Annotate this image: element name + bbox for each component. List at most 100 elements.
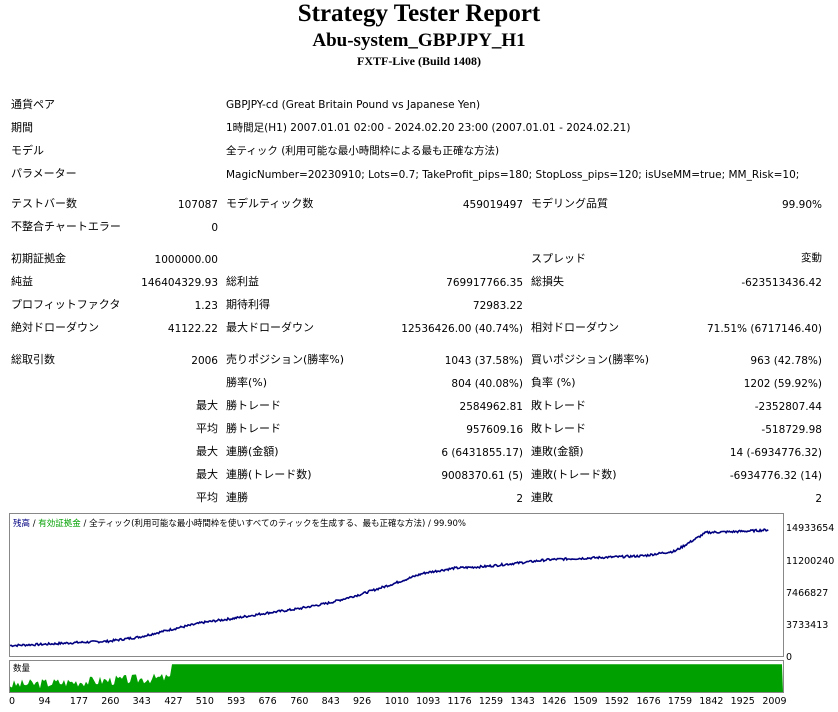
avg-win-label: 勝トレード <box>226 422 281 435</box>
avg-cons-loss-value: 2 <box>815 493 822 505</box>
cons-loss-cnt-label: 連敗(トレード数) <box>531 468 617 481</box>
pf-label: プロフィットファクタ <box>11 298 121 311</box>
avg-cons-loss-label: 連敗 <box>531 491 553 504</box>
average-prefix: 平均 <box>196 422 218 435</box>
reldd-label: 相対ドローダウン <box>531 321 619 334</box>
symbol-label: 通貨ペア <box>11 98 55 111</box>
long-label: 買いポジション(勝率%) <box>531 353 650 366</box>
grossloss-label: 総損失 <box>531 275 564 288</box>
x-tick-label: 510 <box>195 696 214 707</box>
x-tick-label: 94 <box>38 696 51 707</box>
deposit-value: 1000000.00 <box>154 254 218 266</box>
server-name: FXTF-Live (Build 1408) <box>356 54 481 68</box>
expected-value: 72983.22 <box>472 300 523 312</box>
lossrate-value: 1202 (59.92%) <box>743 378 822 390</box>
ticks-label: モデルティック数 <box>226 197 314 210</box>
avg-cons-win-label: 連勝 <box>226 491 248 504</box>
short-label: 売りポジション(勝率%) <box>226 353 345 366</box>
params-value: MagicNumber=20230910; Lots=0.7; TakeProf… <box>226 169 800 181</box>
model-value: 全ティック (利用可能な最小時間枠による最も正確な方法) <box>226 145 500 157</box>
x-tick-label: 1343 <box>510 696 535 707</box>
largest-loss-value: -2352807.44 <box>754 401 822 413</box>
grossprofit-label: 総利益 <box>226 275 259 288</box>
max-cons-cnt-prefix: 最大 <box>196 468 218 481</box>
x-tick-label: 1759 <box>667 696 693 707</box>
x-tick-label: 926 <box>353 696 372 707</box>
avg-win-value: 957609.16 <box>466 424 523 436</box>
symbol-value: GBPJPY-cd (Great Britain Pound vs Japane… <box>226 99 481 111</box>
y-tick-label: 3733413 <box>786 620 829 631</box>
winrate-label: 勝率(%) <box>226 376 268 389</box>
x-tick-label: 1259 <box>478 696 504 707</box>
x-tick-label: 2009 <box>762 696 787 707</box>
mismatch-value: 0 <box>211 222 218 234</box>
x-tick-label: 760 <box>290 696 309 707</box>
y-tick-label: 0 <box>786 652 793 663</box>
legend-model: 全ティック(利用可能な最小時間枠を使いすべてのティックを生成する、最も正確な方法… <box>89 519 426 529</box>
bars-label: テストバー数 <box>11 197 77 210</box>
maxdd-label: 最大ドローダウン <box>226 321 314 334</box>
mismatch-label: 不整合チャートエラー <box>11 220 121 233</box>
volume-chart <box>9 660 784 693</box>
x-tick-label: 343 <box>132 696 151 707</box>
trades-label: 総取引数 <box>11 353 55 366</box>
x-tick-label: 0 <box>9 696 16 707</box>
grossloss-value: -623513436.42 <box>741 277 822 289</box>
expected-label: 期待利得 <box>226 298 270 311</box>
legend-separator: / <box>80 519 90 529</box>
avg-cons-win-value: 2 <box>516 493 523 505</box>
ticks-value: 459019497 <box>462 199 523 211</box>
y-tick-label: 7466827 <box>786 588 829 599</box>
x-tick-label: 260 <box>101 696 120 707</box>
x-tick-label: 676 <box>258 696 277 707</box>
x-tick-label: 1509 <box>573 696 598 707</box>
period-value: 1時間足(H1) 2007.01.01 02:00 - 2024.02.20 2… <box>226 122 631 134</box>
netprofit-value: 146404329.93 <box>141 277 218 289</box>
short-value: 1043 (37.58%) <box>444 355 523 367</box>
x-tick-label: 1010 <box>384 696 409 707</box>
spread-label: スプレッド <box>531 252 586 265</box>
x-tick-label: 1093 <box>416 696 441 707</box>
trades-value: 2006 <box>191 355 218 367</box>
cons-wins-cnt-value: 9008370.61 (5) <box>441 470 523 482</box>
max-cons-amt-prefix: 最大 <box>196 445 218 458</box>
legend-equity: 有効証拠金 <box>38 519 81 529</box>
ea-name: Abu-system_GBPJPY_H1 <box>312 30 526 51</box>
cons-loss-amt-label: 連敗(金額) <box>531 445 584 458</box>
long-value: 963 (42.78%) <box>750 355 822 367</box>
x-tick-label: 1842 <box>699 696 724 707</box>
largest-prefix: 最大 <box>196 399 218 412</box>
largest-win-label: 勝トレード <box>226 399 281 412</box>
y-tick-label: 11200240 <box>786 556 835 567</box>
cons-wins-amt-value: 6 (6431855.17) <box>441 447 523 459</box>
cons-wins-amt-label: 連勝(金額) <box>226 445 279 458</box>
x-tick-label: 1676 <box>636 696 661 707</box>
largest-win-value: 2584962.81 <box>459 401 523 413</box>
absdd-value: 41122.22 <box>167 323 218 335</box>
cons-loss-amt-value: 14 (-6934776.32) <box>729 447 822 459</box>
period-label: 期間 <box>11 121 33 134</box>
netprofit-label: 純益 <box>11 275 33 288</box>
y-tick-label: 14933654 <box>786 523 835 534</box>
x-tick-label: 593 <box>227 696 246 707</box>
grossprofit-value: 769917766.35 <box>446 277 523 289</box>
model-label: モデル <box>11 144 44 157</box>
maxdd-value: 12536426.00 (40.74%) <box>401 323 523 335</box>
legend-separator: / <box>425 519 434 529</box>
x-tick-label: 1925 <box>730 696 755 707</box>
largest-loss-label: 敗トレード <box>531 399 586 412</box>
balance-chart-svg <box>10 528 769 648</box>
pf-value: 1.23 <box>194 300 218 312</box>
bars-value: 107087 <box>177 199 218 211</box>
x-tick-label: 1426 <box>542 696 567 707</box>
volume-chart-svg <box>10 664 783 692</box>
winrate-value: 804 (40.08%) <box>451 378 523 390</box>
avg-cons-prefix: 平均 <box>196 491 218 504</box>
volume-area <box>10 664 783 692</box>
report-title: Strategy Tester Report <box>297 0 541 27</box>
quality-value: 99.90% <box>781 199 822 211</box>
legend-balance: 残高 <box>13 519 31 529</box>
quality-label: モデリング品質 <box>531 197 608 210</box>
x-tick-label: 177 <box>69 696 89 707</box>
legend-quality: 99.90% <box>433 519 466 529</box>
